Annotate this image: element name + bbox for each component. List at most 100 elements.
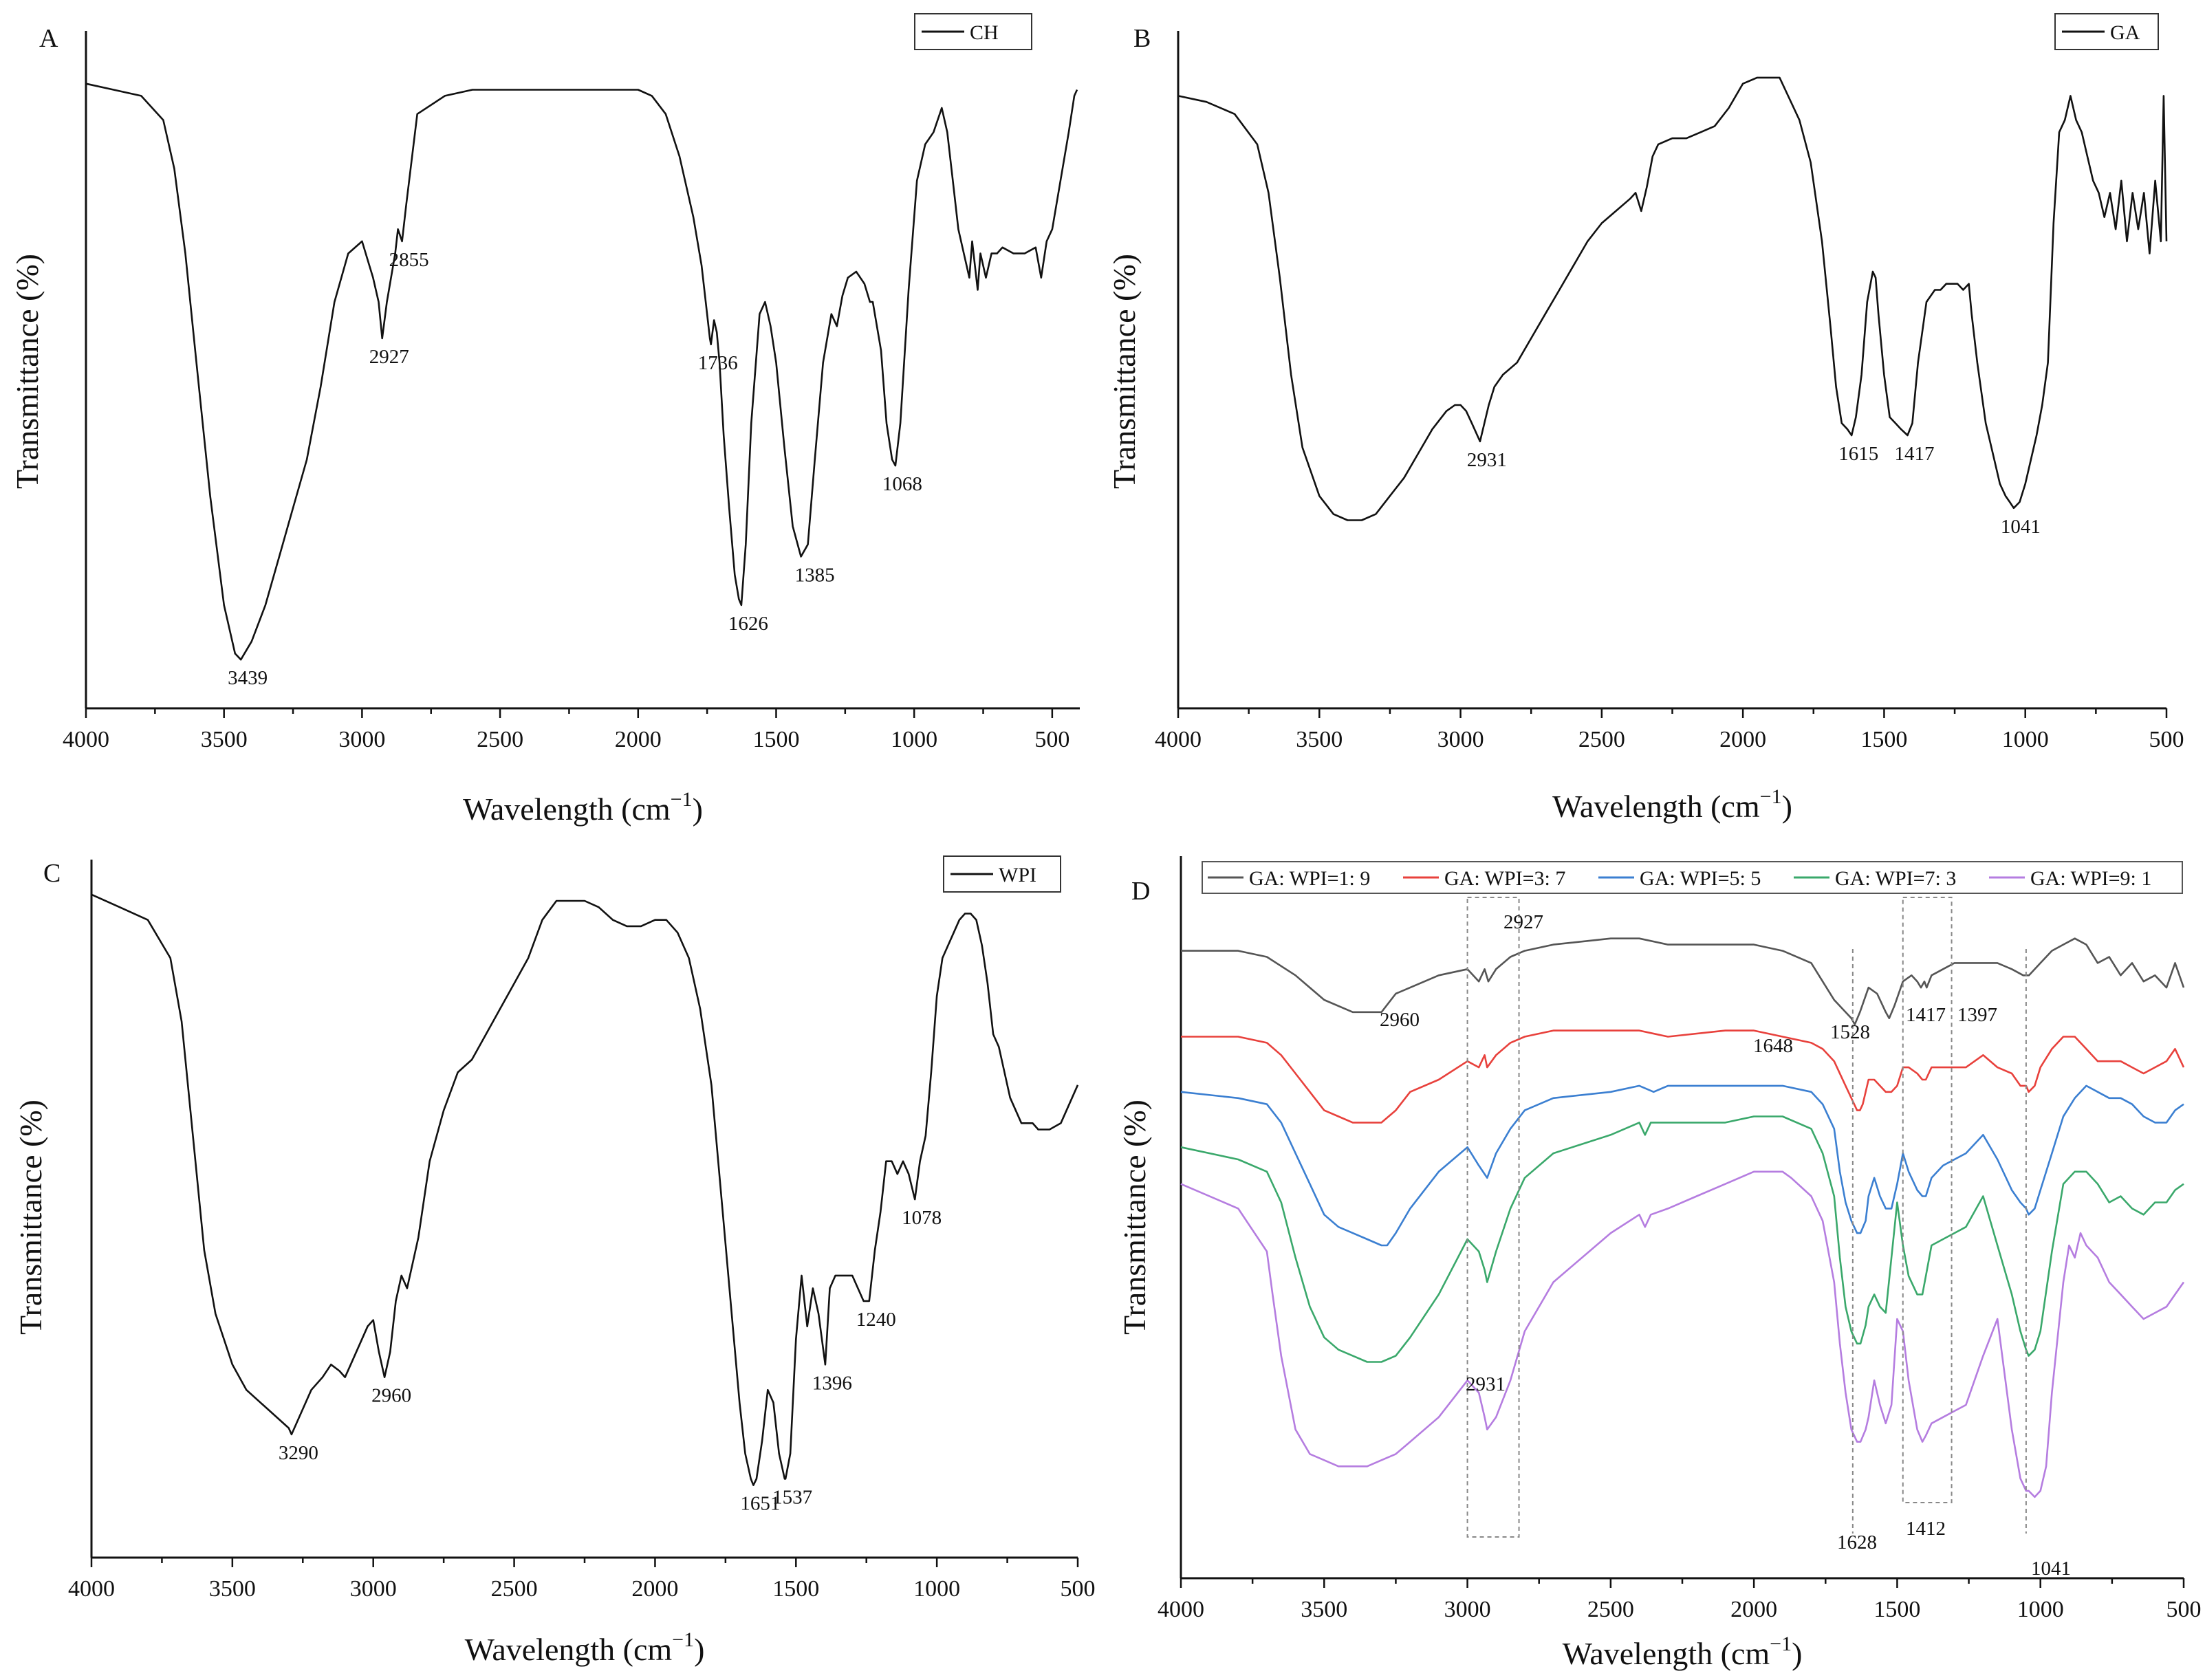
peak-label: 1417 <box>1895 443 1935 465</box>
x-tick-label: 2500 <box>1578 727 1625 752</box>
peak-label: 1417 <box>1906 1004 1946 1026</box>
x-axis-title: Wavelength (cm−1) <box>465 1628 705 1667</box>
x-tick-label: 2500 <box>1587 1597 1634 1622</box>
x-tick-label: 500 <box>2166 1597 2202 1622</box>
peak-label: 1615 <box>1838 443 1878 465</box>
x-tick-label: 3000 <box>1437 727 1484 752</box>
x-tick-label: 4000 <box>63 727 109 752</box>
x-tick-label: 1000 <box>913 1576 960 1602</box>
panel-b: B 4000 3500 3000 2500 2000 1500 1000 500 Waveleng… <box>1107 13 2184 824</box>
legend-label: CH <box>970 21 999 44</box>
x-tick-label: 3000 <box>1444 1597 1491 1622</box>
x-tick-label: 1500 <box>1860 727 1907 752</box>
guide-box-2900 <box>1466 897 1520 1538</box>
x-tick-label: 500 <box>2149 727 2184 752</box>
peak-label: 1078 <box>902 1207 942 1229</box>
legend: GA: WPI=1: 9 GA: WPI=3: 7 GA: WPI=5: 5 GA: … <box>1202 861 2183 894</box>
x-axis-title-exponent: −1 <box>672 1628 694 1651</box>
legend-label: GA: WPI=7: 3 <box>1835 867 1956 890</box>
x-tick-label: 500 <box>1034 727 1069 752</box>
x-tick-label: 4000 <box>1155 727 1202 752</box>
panel-letter: D <box>1131 877 1150 906</box>
legend-label: GA: WPI=1: 9 <box>1249 867 1370 890</box>
x-tick-label: 1500 <box>1873 1597 1920 1622</box>
peak-label: 1397 <box>1957 1004 1997 1026</box>
panel-c: C 4000 3500 3000 2500 2000 1500 1000 500 Waveleng… <box>13 855 1096 1667</box>
peak-label: 3290 <box>279 1442 318 1464</box>
peak-label: 1626 <box>728 613 768 635</box>
y-axis-title: Transmittance (%) <box>10 254 45 489</box>
peak-label: 1412 <box>1906 1518 1946 1540</box>
x-tick-label: 4000 <box>1158 1597 1204 1622</box>
x-tick-label: 1500 <box>752 727 799 752</box>
x-axis-title-text: Wavelength (cm <box>1552 789 1760 824</box>
panel-d: D 4000 3500 3000 2500 2000 1500 1000 500 Waveleng… <box>1117 856 2202 1671</box>
peak-label: 1651 <box>740 1493 780 1515</box>
x-tick-label: 2000 <box>631 1576 678 1602</box>
x-tick-label: 4000 <box>68 1576 115 1602</box>
peak-label: 1240 <box>856 1309 896 1331</box>
x-axis-title-end: ) <box>693 792 703 827</box>
x-axis-title-end: ) <box>1792 1636 1802 1671</box>
guide-box-1400 <box>1902 897 1953 1503</box>
peak-label: 3439 <box>228 667 268 689</box>
x-tick-label: 1000 <box>2017 1597 2064 1622</box>
x-tick-label: 1000 <box>891 727 937 752</box>
peak-label: 2927 <box>369 346 409 368</box>
x-axis-title: Wavelength (cm−1) <box>1552 785 1792 824</box>
legend-label: GA <box>2110 21 2140 44</box>
x-axis-title: Wavelength (cm−1) <box>463 788 703 827</box>
x-axis-title-end: ) <box>1782 789 1792 824</box>
peak-label: 2855 <box>389 249 429 271</box>
x-tick-label: 1500 <box>772 1576 819 1602</box>
x-tick-label: 3000 <box>350 1576 397 1602</box>
peak-label: 2931 <box>1466 1373 1506 1395</box>
legend-label: GA: WPI=9: 1 <box>2030 867 2151 890</box>
legend: WPI <box>943 855 1061 893</box>
peak-label: 1648 <box>1753 1035 1793 1057</box>
series-line-1 <box>1177 76 2168 521</box>
x-tick-label: 2000 <box>1730 1597 1777 1622</box>
x-tick-label: 3500 <box>1296 727 1343 752</box>
panel-a: A 4000 3500 3000 2500 2000 1500 1000 500 Waveleng… <box>10 13 1080 827</box>
x-tick-label: 2000 <box>1719 727 1766 752</box>
x-tick-label: 3500 <box>201 727 248 752</box>
series-line-4 <box>1180 1115 2184 1363</box>
peak-label: 1628 <box>1837 1531 1877 1553</box>
peak-label: 1041 <box>2001 516 2041 538</box>
peak-label: 2960 <box>371 1385 411 1407</box>
legend-label: GA: WPI=3: 7 <box>1444 867 1565 890</box>
y-axis-title: Transmittance (%) <box>1117 1100 1152 1335</box>
legend-label: WPI <box>999 864 1036 886</box>
panel-letter: C <box>43 859 61 888</box>
x-axis-title-exponent: −1 <box>1770 1633 1792 1655</box>
x-axis-title-text: Wavelength (cm <box>465 1632 673 1667</box>
series-line-2 <box>1181 1029 2185 1124</box>
x-axis-title-text: Wavelength (cm <box>1563 1636 1770 1671</box>
peak-label: 2931 <box>1467 449 1507 471</box>
x-tick-label: 3000 <box>338 727 385 752</box>
x-axis-title-end: ) <box>694 1632 704 1667</box>
peak-label: 1736 <box>698 352 738 374</box>
legend-label: GA: WPI=5: 5 <box>1640 867 1761 890</box>
x-tick-label: 1000 <box>2002 727 2049 752</box>
legend: GA <box>2054 13 2159 50</box>
x-tick-label: 500 <box>1061 1576 1096 1602</box>
series-line-1 <box>1181 937 2185 1025</box>
peak-label: 1068 <box>882 473 922 495</box>
y-axis-title: Transmittance (%) <box>1107 254 1142 489</box>
peak-label: 1385 <box>795 564 835 586</box>
series-line-5 <box>1180 1170 2185 1498</box>
series-line-1 <box>91 893 1079 1486</box>
x-tick-label: 2000 <box>615 727 662 752</box>
x-axis-title-exponent: −1 <box>1760 785 1782 808</box>
peak-label: 2960 <box>1380 1009 1420 1031</box>
x-tick-label: 2500 <box>477 727 523 752</box>
peak-label: 1041 <box>2031 1558 2071 1580</box>
x-axis-title-exponent: −1 <box>671 788 693 811</box>
legend-box <box>943 855 1061 893</box>
x-axis-title: Wavelength (cm−1) <box>1563 1633 1803 1671</box>
peak-label: 2927 <box>1503 911 1543 933</box>
peak-label: 1396 <box>812 1372 852 1394</box>
